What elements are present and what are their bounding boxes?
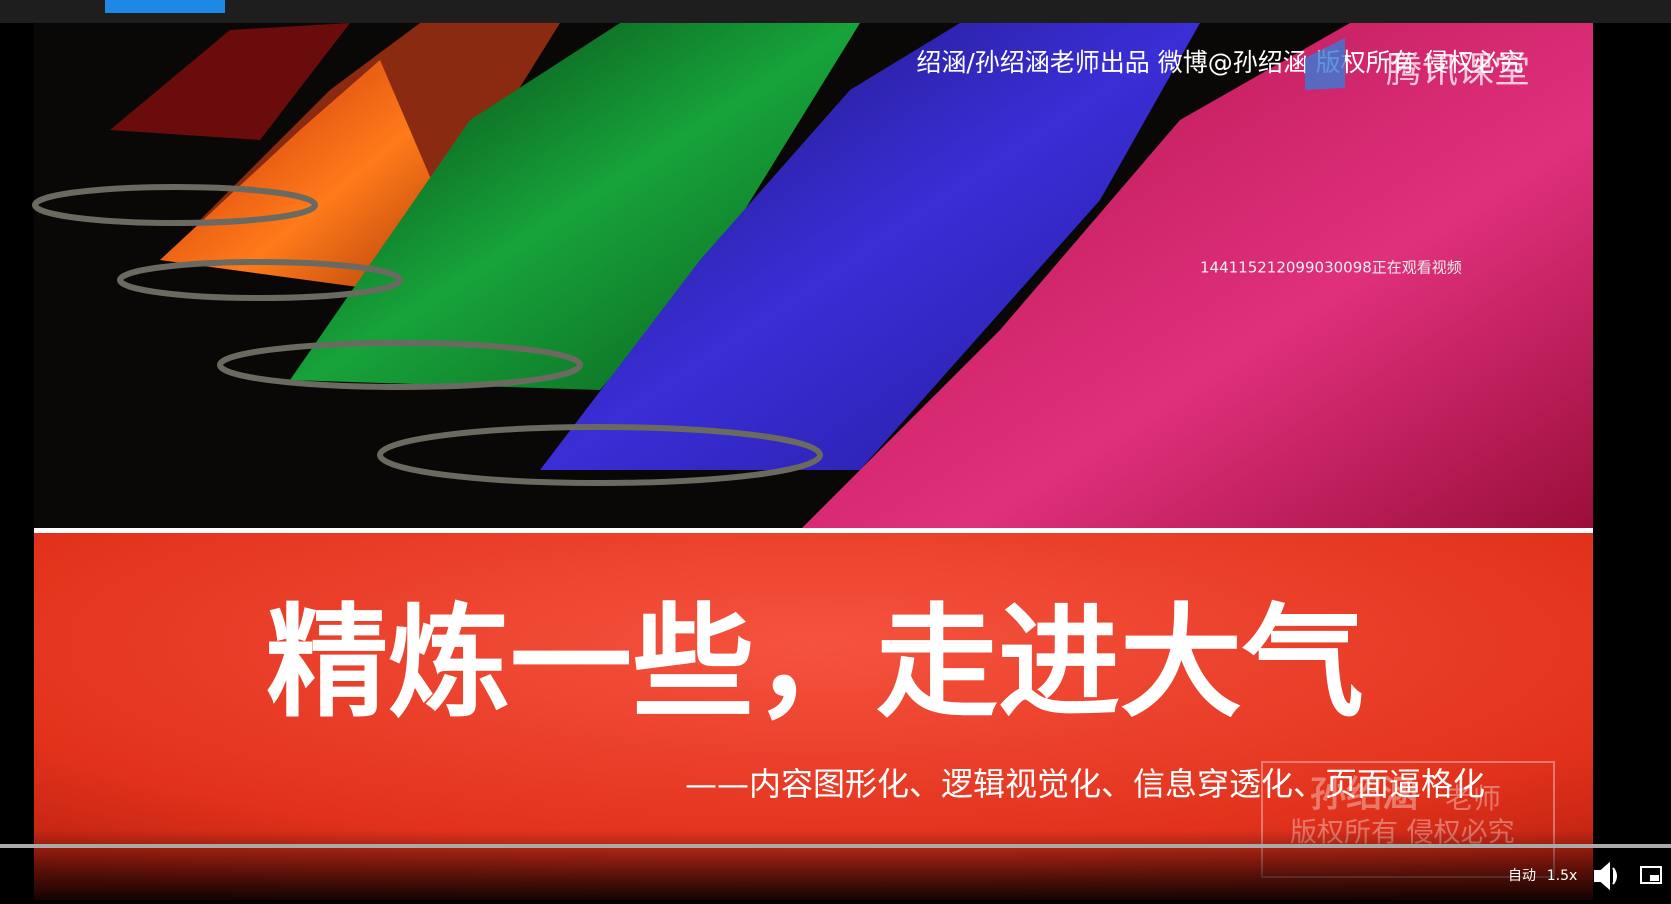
controls-shade [34, 830, 1593, 900]
viewer-notice: 144115212099030098正在观看视频 [1200, 259, 1462, 277]
watermark-name: 孙绍涵 [1310, 774, 1418, 815]
slide-subtitle: ——内容图形化、逻辑视觉化、信息穿透化、页面逼格化 [685, 765, 1485, 803]
speed-button[interactable]: 1.5x [1547, 868, 1578, 884]
platform-logo: 腾讯课堂 [1386, 50, 1530, 91]
divider [34, 528, 1593, 533]
logo-icon [1305, 38, 1345, 90]
progress-bar[interactable] [0, 844, 1671, 848]
pip-button[interactable] [1640, 866, 1662, 884]
overlay-credit: 绍涵/孙绍涵老师出品 微博@孙绍涵 版权所有 侵权必究 [916, 48, 1523, 77]
slide-title: 精炼一些，走进大气 [266, 592, 1364, 734]
powder-piles [32, 23, 1593, 530]
top-bar [0, 0, 1671, 23]
top-button[interactable] [105, 0, 225, 13]
watermark-role: 老师 [1445, 782, 1501, 815]
quality-button[interactable]: 自动 [1508, 868, 1536, 884]
volume-button[interactable] [1594, 861, 1617, 891]
